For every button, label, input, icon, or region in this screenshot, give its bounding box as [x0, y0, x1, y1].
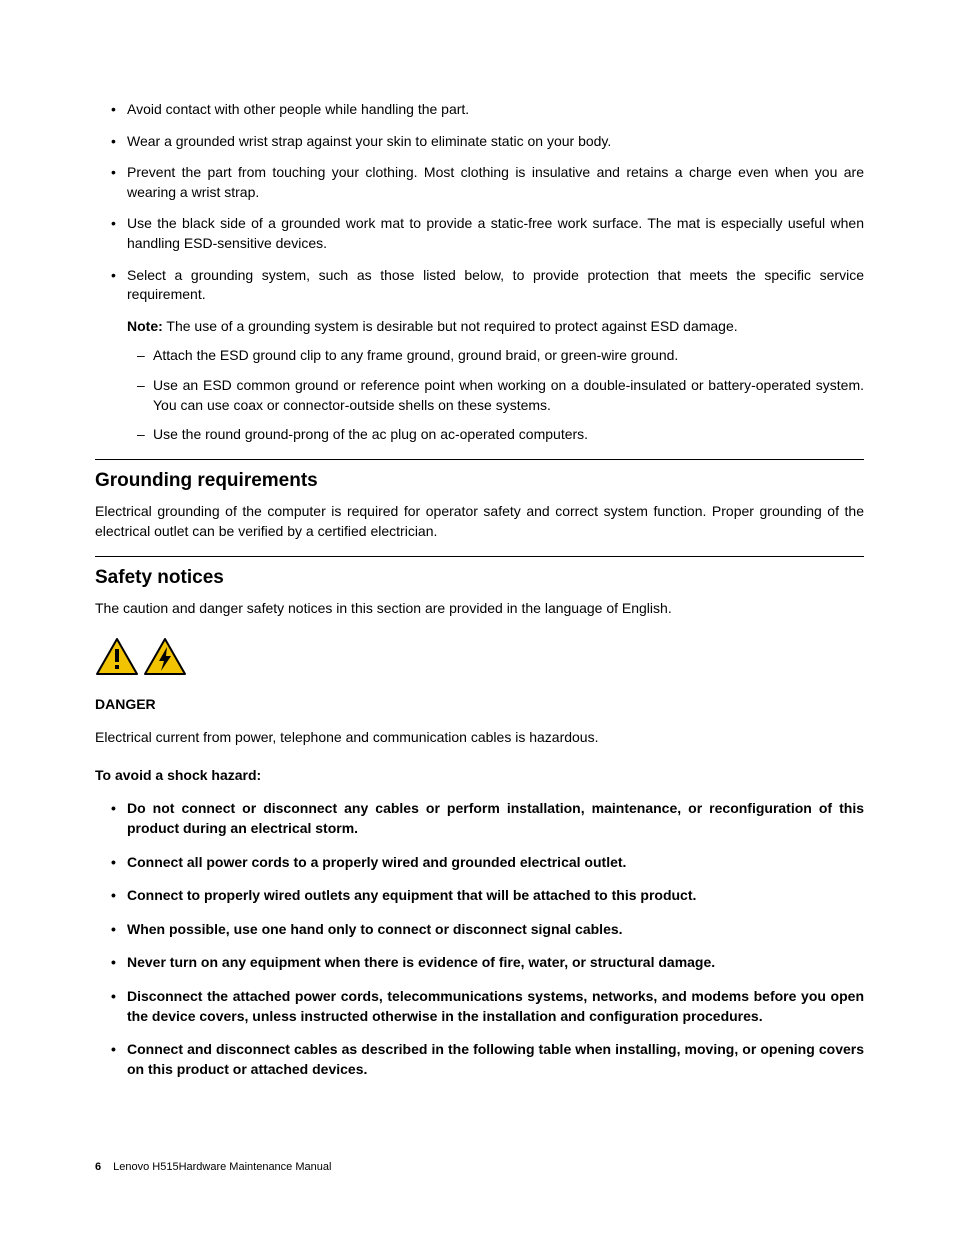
list-item: Do not connect or disconnect any cables …: [113, 799, 864, 838]
list-item: Wear a grounded wrist strap against your…: [113, 132, 864, 152]
safety-heading: Safety notices: [95, 565, 864, 592]
list-item: Never turn on any equipment when there i…: [113, 953, 864, 973]
warning-electric-icon: [143, 637, 187, 677]
warning-icons: [95, 637, 864, 677]
shock-hazard-list: Do not connect or disconnect any cables …: [95, 799, 864, 1079]
list-item: Use the black side of a grounded work ma…: [113, 214, 864, 253]
list-item-text: Select a grounding system, such as those…: [127, 267, 864, 303]
shock-hazard-label: To avoid a shock hazard:: [95, 766, 864, 786]
list-item: Use the round ground-prong of the ac plu…: [137, 425, 864, 445]
list-item: Use an ESD common ground or reference po…: [137, 376, 864, 415]
danger-body: Electrical current from power, telephone…: [95, 728, 864, 748]
list-item: Prevent the part from touching your clot…: [113, 163, 864, 202]
section-divider: [95, 556, 864, 557]
grounding-heading: Grounding requirements: [95, 468, 864, 495]
list-item: Attach the ESD ground clip to any frame …: [137, 346, 864, 366]
note-block: Note: The use of a grounding system is d…: [127, 317, 864, 337]
page-footer: 6 Lenovo H515Hardware Maintenance Manual: [95, 1160, 331, 1175]
list-item: When possible, use one hand only to conn…: [113, 920, 864, 940]
warning-exclamation-icon: [95, 637, 139, 677]
list-item: Connect to properly wired outlets any eq…: [113, 886, 864, 906]
safety-body: The caution and danger safety notices in…: [95, 599, 864, 619]
list-item: Disconnect the attached power cords, tel…: [113, 987, 864, 1026]
list-item: Select a grounding system, such as those…: [113, 266, 864, 445]
note-text: The use of a grounding system is desirab…: [163, 318, 738, 334]
grounding-sublist: Attach the ESD ground clip to any frame …: [127, 346, 864, 444]
footer-title: Lenovo H515Hardware Maintenance Manual: [113, 1161, 331, 1173]
list-item: Connect and disconnect cables as describ…: [113, 1040, 864, 1079]
esd-bullet-list: Avoid contact with other people while ha…: [95, 100, 864, 445]
section-divider: [95, 459, 864, 460]
danger-label: DANGER: [95, 695, 864, 715]
note-label: Note:: [127, 318, 163, 334]
grounding-body: Electrical grounding of the computer is …: [95, 502, 864, 541]
page-number: 6: [95, 1161, 101, 1173]
list-item: Avoid contact with other people while ha…: [113, 100, 864, 120]
list-item: Connect all power cords to a properly wi…: [113, 853, 864, 873]
